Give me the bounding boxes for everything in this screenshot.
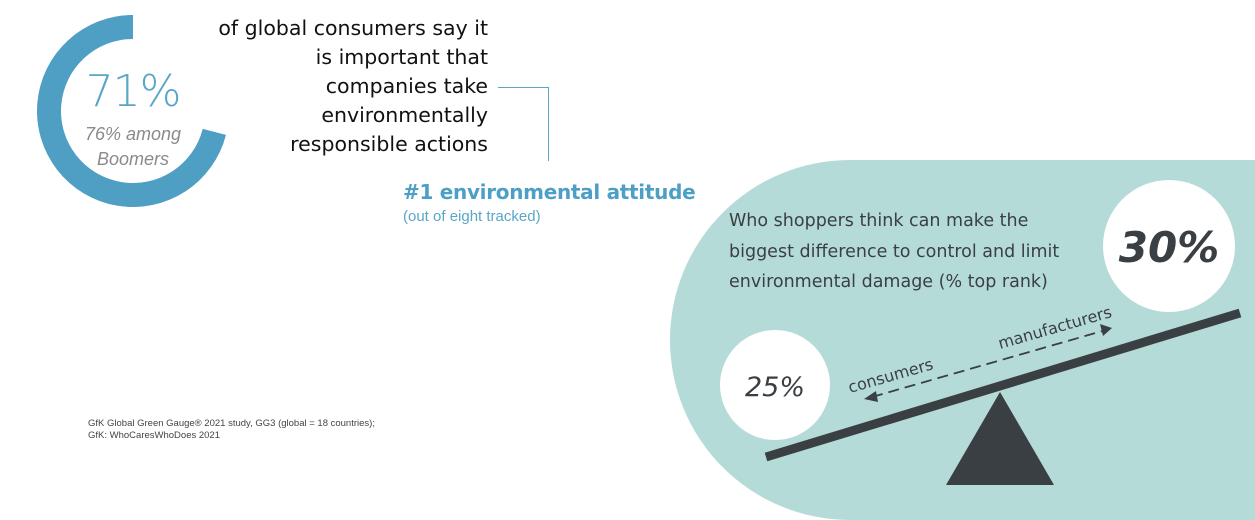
rank-title: #1 environmental attitude <box>403 180 696 204</box>
source-note: GfK Global Green Gauge® 2021 study, GG3 … <box>88 418 375 442</box>
statement-line: environmentally <box>321 103 488 127</box>
manufacturers-value: 30% <box>1119 223 1220 272</box>
direction-arrow <box>871 329 1107 398</box>
boomers-line1: 76% among <box>84 124 182 144</box>
consumers-circle <box>720 330 830 440</box>
statement: of global consumers say it is important … <box>188 14 488 159</box>
donut-percent: 71% <box>85 66 182 117</box>
source-line: GfK Global Green Gauge® 2021 study, GG3 … <box>88 418 375 429</box>
statement-line: is important that <box>315 45 488 69</box>
connector-line <box>498 87 549 161</box>
arrow-head-left <box>864 391 878 402</box>
seesaw-svg: consumers manufacturers 25% 30% <box>720 180 1242 485</box>
statement-line: of global consumers say it <box>218 16 488 40</box>
rank-subtitle: (out of eight tracked) <box>403 208 541 225</box>
question-line: Who shoppers think can make the <box>729 211 1029 231</box>
question-line: biggest difference to control and limit <box>729 241 1060 262</box>
donut-chart: 71% 76% among Boomers <box>36 14 230 208</box>
manufacturers-circle <box>1103 180 1235 312</box>
consumers-value: 25% <box>745 372 805 403</box>
statement-line: responsible actions <box>290 132 488 156</box>
boomers-line2: Boomers <box>96 149 170 169</box>
label-consumers: consumers <box>846 354 935 396</box>
arrow-head-right <box>1100 324 1112 336</box>
seesaw-beam <box>764 308 1242 462</box>
donut-subtext: 76% among Boomers <box>36 122 230 172</box>
question-text: Who shoppers think can make the biggest … <box>729 206 1089 298</box>
fulcrum <box>946 392 1054 485</box>
question-line: environmental damage (% top rank) <box>729 272 1048 292</box>
source-line: GfK: WhoCaresWhoDoes 2021 <box>88 430 221 441</box>
statement-line: companies take <box>325 74 488 98</box>
